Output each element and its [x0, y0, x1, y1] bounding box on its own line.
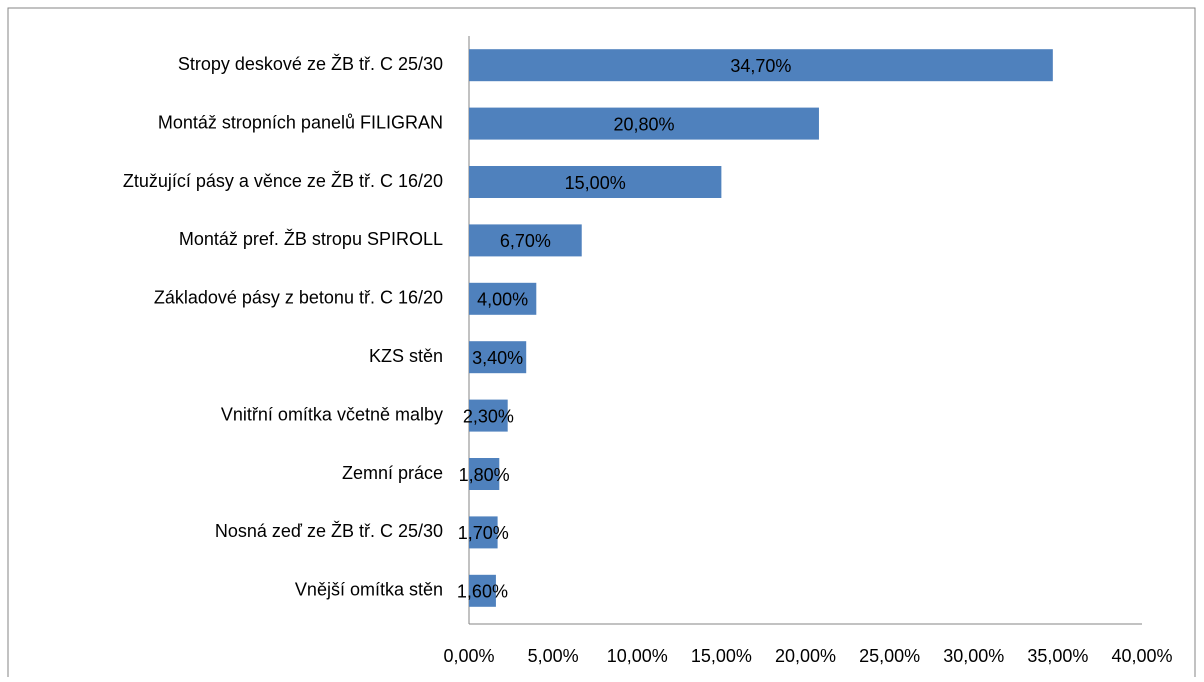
data-label: 6,70%	[500, 231, 551, 251]
y-tick-label: Ztužující pásy a věnce ze ŽB tř. C 16/20	[123, 171, 443, 191]
data-label: 15,00%	[565, 173, 626, 193]
data-label: 1,60%	[457, 582, 508, 602]
bar	[469, 458, 500, 490]
x-tick-label: 10,00%	[607, 646, 668, 666]
bar	[469, 516, 498, 549]
x-tick-label: 25,00%	[859, 646, 920, 666]
x-tick-label: 0,00%	[443, 646, 494, 666]
y-tick-label: Stropy deskové ze ŽB tř. C 25/30	[178, 54, 443, 74]
data-label: 20,80%	[613, 114, 674, 134]
x-tick-label: 20,00%	[775, 646, 836, 666]
x-tick-label: 30,00%	[943, 646, 1004, 666]
y-tick-label: Základové pásy z betonu tř. C 16/20	[154, 288, 443, 308]
y-tick-label: Vnější omítka stěn	[295, 580, 443, 600]
data-label: 4,00%	[477, 290, 528, 310]
data-label: 3,40%	[472, 348, 523, 368]
data-label: 1,80%	[459, 465, 510, 485]
bar	[469, 107, 819, 140]
bar	[469, 49, 1053, 82]
x-tick-label: 40,00%	[1111, 646, 1172, 666]
bar	[469, 399, 508, 432]
bar	[469, 574, 496, 607]
data-label: 1,70%	[458, 523, 509, 543]
y-tick-label: Montáž pref. ŽB stropu SPIROLL	[179, 229, 443, 249]
y-tick-label: Vnitřní omítka včetně malby	[221, 404, 443, 424]
x-tick-label: 35,00%	[1027, 646, 1088, 666]
data-label: 2,30%	[463, 406, 514, 426]
bar	[469, 341, 527, 374]
y-tick-label: KZS stěn	[369, 346, 443, 366]
x-tick-label: 5,00%	[528, 646, 579, 666]
bar	[469, 282, 537, 315]
x-tick-label: 15,00%	[691, 646, 752, 666]
chart-border	[7, 7, 1196, 682]
y-tick-label: Montáž stropních panelů FILIGRAN	[158, 112, 443, 132]
data-label: 34,70%	[730, 56, 791, 76]
bar	[469, 166, 722, 198]
bar	[469, 224, 582, 257]
y-tick-label: Zemní práce	[342, 463, 443, 483]
y-tick-label: Nosná zeď ze ŽB tř. C 25/30	[215, 521, 443, 541]
